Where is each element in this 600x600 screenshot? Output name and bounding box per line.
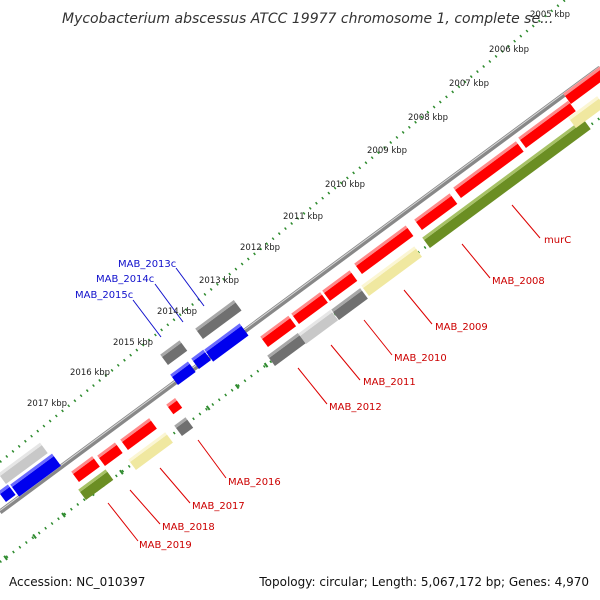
- kbp-label: 2015 kbp: [113, 338, 153, 348]
- genome-backbone-highlight: [0, 66, 600, 511]
- gene-block[interactable]: [267, 332, 306, 367]
- gene-label-MAB_2010[interactable]: MAB_2010: [394, 353, 447, 364]
- kbp-label: 2017 kbp: [27, 399, 67, 409]
- gene-label-MAB_2019[interactable]: MAB_2019: [139, 540, 192, 551]
- gene-block[interactable]: [166, 398, 183, 415]
- leader-line-MAB_2016: [197, 439, 227, 479]
- gene-block[interactable]: [204, 323, 249, 362]
- gene-block[interactable]: [414, 193, 458, 231]
- gene-block[interactable]: [518, 100, 576, 149]
- gene-label-MAB_2015c[interactable]: MAB_2015c: [75, 290, 133, 301]
- gene-label-MAB_2016[interactable]: MAB_2016: [228, 477, 281, 488]
- leader-line-MAB_2009: [403, 289, 433, 325]
- kbp-label: 2009 kbp: [367, 146, 407, 156]
- gene-block[interactable]: [260, 315, 297, 348]
- leader-line-MAB_2015c: [132, 299, 162, 338]
- gene-block[interactable]: [174, 417, 194, 437]
- leader-line-MAB_2018: [129, 489, 161, 525]
- summary-text: Topology: circular; Length: 5,067,172 bp…: [258, 575, 589, 589]
- leader-line-MAB_2019: [107, 502, 139, 542]
- gene-block[interactable]: [128, 432, 173, 471]
- gene-label-murC[interactable]: murC: [544, 235, 571, 246]
- leader-line-MAB_2008: [461, 243, 491, 279]
- gene-block[interactable]: [0, 442, 48, 485]
- gene-block[interactable]: [568, 96, 600, 129]
- gene-block[interactable]: [120, 418, 157, 451]
- label-leader-lines: [107, 204, 541, 542]
- gene-label-MAB_2008[interactable]: MAB_2008: [492, 276, 545, 287]
- gene-block[interactable]: [160, 340, 188, 366]
- gene-block[interactable]: [298, 309, 339, 345]
- kbp-tick-labels: 2005 kbp 2006 kbp 2007 kbp 2008 kbp 2009…: [27, 10, 570, 409]
- gene-block[interactable]: [322, 270, 358, 302]
- gene-features: [0, 63, 600, 503]
- genome-backbone: [0, 65, 600, 515]
- kbp-label: 2006 kbp: [489, 45, 529, 55]
- leader-line-MAB_2012: [297, 367, 328, 405]
- kbp-label: 2010 kbp: [325, 180, 365, 190]
- gene-label-MAB_2018[interactable]: MAB_2018: [162, 522, 215, 533]
- accession-text: Accession: NC_010397: [9, 575, 145, 589]
- gene-block[interactable]: [0, 484, 16, 503]
- kbp-label: 2007 kbp: [449, 79, 489, 89]
- gene-label-MAB_2017[interactable]: MAB_2017: [192, 501, 245, 512]
- kbp-label: 2011 kbp: [283, 212, 323, 222]
- gene-block[interactable]: [453, 141, 524, 199]
- gene-block[interactable]: [195, 300, 242, 340]
- gene-block[interactable]: [97, 442, 123, 467]
- map-title: Mycobacterium abscessus ATCC 19977 chrom…: [62, 11, 553, 27]
- kbp-label: 2008 kbp: [408, 113, 448, 123]
- gene-labels: murC MAB_2008 MAB_2009 MAB_2010 MAB_2011…: [75, 235, 571, 551]
- gene-label-MAB_2014c[interactable]: MAB_2014c: [96, 274, 154, 285]
- leader-line-MAB_2010: [363, 319, 393, 356]
- gene-block[interactable]: [78, 469, 114, 501]
- gene-block[interactable]: [10, 453, 61, 497]
- leader-line-MAB_2017: [159, 467, 191, 504]
- kbp-label: 2013 kbp: [199, 276, 239, 286]
- leader-line-MAB_2011: [330, 344, 361, 381]
- gene-label-MAB_2011[interactable]: MAB_2011: [363, 377, 416, 388]
- kbp-label: 2014 kbp: [157, 307, 197, 317]
- kbp-label: 2012 kbp: [240, 243, 280, 253]
- kbp-label: 2016 kbp: [70, 368, 110, 378]
- gene-label-MAB_2012[interactable]: MAB_2012: [329, 402, 382, 413]
- leader-line-murC: [511, 204, 541, 239]
- gene-block[interactable]: [354, 225, 414, 275]
- gene-label-MAB_2013c[interactable]: MAB_2013c: [118, 259, 176, 270]
- leader-line-MAB_2014c: [154, 283, 184, 323]
- label-leader-lines-blue: [132, 267, 205, 338]
- gene-block[interactable]: [361, 246, 423, 297]
- kbp-label: 2005 kbp: [530, 10, 570, 20]
- outer-tick-ruler: [0, 0, 566, 464]
- gene-block[interactable]: [170, 361, 196, 386]
- gene-block[interactable]: [71, 456, 100, 483]
- gene-block[interactable]: [291, 292, 328, 325]
- gene-block[interactable]: [191, 349, 212, 370]
- gene-block[interactable]: [422, 118, 591, 249]
- gene-block[interactable]: [331, 288, 368, 321]
- gene-label-MAB_2009[interactable]: MAB_2009: [435, 322, 488, 333]
- leader-line-MAB_2013c: [175, 267, 205, 307]
